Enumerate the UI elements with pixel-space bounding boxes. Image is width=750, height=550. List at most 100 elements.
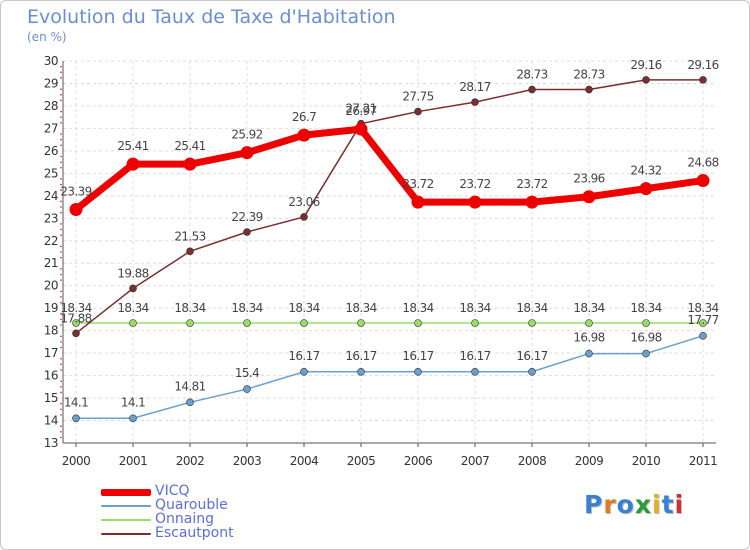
- x-tick-label: 2002: [176, 454, 205, 468]
- y-minor-tick: [60, 425, 62, 427]
- data-point-quarouble: [186, 398, 194, 407]
- data-label-onnaing: 18.34: [687, 301, 718, 315]
- data-label-vicq: 25.41: [117, 139, 148, 153]
- data-label-onnaing: 18.34: [174, 301, 205, 315]
- data-point-escautpont: [72, 329, 80, 338]
- data-label-quarouble: 15.4: [235, 366, 259, 380]
- chart-title: Evolution du Taux de Taxe d'Habitation: [27, 6, 396, 28]
- axes: 13 14 15 16 17 18 19 20 21 22 23 24 25 26 27 28 29 30 2000…: [44, 54, 718, 468]
- x-tick-label: 2006: [404, 454, 433, 468]
- data-label-onnaing: 18.34: [516, 301, 547, 315]
- data-point-vicq: [297, 128, 311, 142]
- y-minor-tick: [60, 234, 62, 236]
- data-label-quarouble: 16.17: [459, 349, 490, 363]
- y-tick-label: 29: [44, 76, 58, 90]
- logo-letter: r: [603, 490, 617, 519]
- y-minor-tick: [60, 324, 62, 326]
- data-label-vicq: 23.72: [459, 177, 490, 191]
- y-minor-tick: [60, 223, 62, 225]
- y-minor-tick: [60, 402, 62, 405]
- data-point-onnaing: [72, 319, 80, 327]
- data-point-vicq: [240, 146, 254, 160]
- y-minor-tick: [60, 318, 62, 321]
- data-point-onnaing: [471, 319, 479, 327]
- data-point-onnaing: [585, 319, 593, 327]
- data-label-escautpont: 23.06: [288, 195, 319, 209]
- data-label-escautpont: 27.21: [345, 102, 376, 116]
- data-point-quarouble: [642, 349, 650, 358]
- y-tick-label: 16: [44, 369, 58, 383]
- data-point-onnaing: [129, 319, 137, 327]
- x-tick-label: 2011: [689, 454, 718, 468]
- data-label-onnaing: 18.34: [288, 301, 319, 315]
- y-minor-tick: [60, 161, 62, 163]
- data-label-escautpont: 28.73: [516, 68, 547, 82]
- legend-swatch: [101, 488, 151, 496]
- data-point-escautpont: [528, 85, 536, 94]
- data-point-escautpont: [699, 76, 707, 84]
- data-point-onnaing: [243, 319, 251, 327]
- data-label-escautpont: 19.88: [117, 266, 148, 280]
- y-minor-tick: [60, 296, 62, 298]
- y-tick-label: 21: [44, 256, 58, 270]
- y-minor-tick: [60, 290, 62, 293]
- y-tick-label: 30: [44, 54, 58, 68]
- y-minor-tick: [60, 268, 62, 270]
- data-point-quarouble: [72, 414, 80, 423]
- y-tick-label: 24: [44, 189, 58, 203]
- y-tick-label: 23: [44, 211, 58, 225]
- data-point-escautpont: [186, 247, 194, 256]
- y-minor-tick: [60, 93, 62, 96]
- data-point-vicq: [468, 195, 482, 209]
- logo-letter: i: [652, 490, 662, 519]
- y-tick-label: 15: [44, 391, 58, 405]
- plot-area: [63, 61, 716, 443]
- y-minor-tick: [60, 88, 62, 90]
- x-tick-label: 2001: [119, 454, 148, 468]
- legend-swatch: [101, 505, 151, 507]
- data-point-vicq: [411, 195, 425, 209]
- data-point-vicq: [354, 122, 368, 136]
- y-minor-tick: [60, 436, 62, 439]
- x-tick-label: 2009: [575, 454, 604, 468]
- data-label-vicq: 25.41: [174, 139, 205, 153]
- y-minor-tick: [60, 138, 62, 141]
- x-tick-label: 2000: [62, 454, 91, 468]
- legend-label: Onnaing: [155, 511, 214, 527]
- data-label-quarouble: 14.1: [121, 395, 145, 409]
- y-tick-label: 18: [44, 324, 58, 338]
- y-minor-tick: [60, 380, 62, 383]
- y-minor-tick: [60, 211, 62, 214]
- data-label-quarouble: 16.17: [402, 349, 433, 363]
- data-point-quarouble: [414, 367, 422, 376]
- data-point-vicq: [69, 203, 83, 217]
- y-minor-tick: [60, 391, 62, 394]
- data-label-vicq: 26.7: [292, 110, 316, 124]
- x-tick-label: 2004: [290, 454, 319, 468]
- data-point-vicq: [582, 190, 596, 204]
- y-minor-tick: [60, 256, 62, 259]
- x-tick-label: 2010: [632, 454, 661, 468]
- data-point-vicq: [126, 157, 140, 171]
- data-label-vicq: 26.97: [345, 104, 376, 118]
- y-minor-tick: [60, 65, 62, 68]
- y-minor-tick: [60, 178, 62, 180]
- data-label-quarouble: 16.17: [345, 349, 376, 363]
- y-minor-tick: [60, 430, 62, 433]
- data-label-onnaing: 18.34: [459, 301, 490, 315]
- data-point-vicq: [183, 157, 197, 171]
- y-minor-tick: [60, 77, 62, 79]
- data-label-vicq: 24.32: [630, 164, 661, 178]
- data-point-escautpont: [471, 98, 479, 106]
- x-tick-label: 2007: [461, 454, 490, 468]
- y-minor-tick: [60, 386, 62, 388]
- y-minor-tick: [60, 369, 62, 371]
- data-point-quarouble: [300, 367, 308, 376]
- data-point-quarouble: [129, 414, 137, 423]
- y-minor-tick: [60, 408, 62, 411]
- y-tick-label: 19: [44, 301, 58, 315]
- y-tick-label: 20: [44, 279, 58, 293]
- y-tick-label: 17: [44, 346, 58, 360]
